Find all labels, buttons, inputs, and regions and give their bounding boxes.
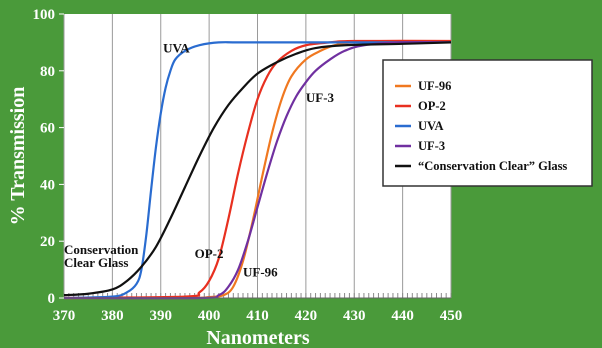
- annotation-label: OP-2: [195, 246, 224, 261]
- axes: 370 380 390 400 410 420 430 440 450 0 20 40 60 80 100: [33, 7, 463, 324]
- legend-item-label: UF-3: [418, 139, 445, 153]
- x-tick-label: 400: [198, 308, 221, 324]
- y-tick-label: 60: [40, 121, 55, 137]
- x-tick-label: 430: [343, 308, 366, 324]
- legend-item-label: “Conservation Clear” Glass: [418, 159, 567, 173]
- annotation-label: Clear Glass: [64, 255, 128, 270]
- x-tick-label: 450: [440, 308, 463, 324]
- series-layer: [63, 39, 452, 300]
- x-tick-label: 410: [246, 308, 269, 324]
- annotation-label: UVA: [163, 40, 190, 55]
- legend-item-label: OP-2: [418, 99, 446, 113]
- series-line-4: [63, 41, 452, 297]
- legend-box: [382, 59, 593, 187]
- series-line-2: [63, 41, 451, 300]
- annotation-label: UF-3: [306, 90, 335, 105]
- x-tick-label: 380: [101, 308, 124, 324]
- legend-item-label: UVA: [418, 119, 443, 133]
- y-tick-label: 100: [33, 7, 56, 23]
- y-tick-label: 80: [40, 64, 55, 80]
- x-tick-label: 390: [150, 308, 173, 324]
- y-tick-label: 0: [48, 291, 56, 307]
- x-axis-title: Nanometers: [206, 327, 310, 348]
- x-tick-label: 370: [53, 308, 76, 324]
- legend-item-label: UF-96: [418, 79, 451, 93]
- annotation-label: Conservation: [64, 242, 139, 257]
- x-tick-label: 440: [391, 308, 414, 324]
- y-tick-label: 20: [40, 234, 55, 250]
- y-tick-label: 40: [40, 177, 55, 193]
- x-tick-label: 420: [295, 308, 318, 324]
- legend: UF-96 OP-2 UVA UF-3 “Conservation Clear” Gla…: [382, 59, 593, 187]
- y-axis-title: % Transmission: [7, 87, 29, 226]
- annotation-label: UF-96: [243, 265, 278, 280]
- series-line-3: [63, 41, 452, 300]
